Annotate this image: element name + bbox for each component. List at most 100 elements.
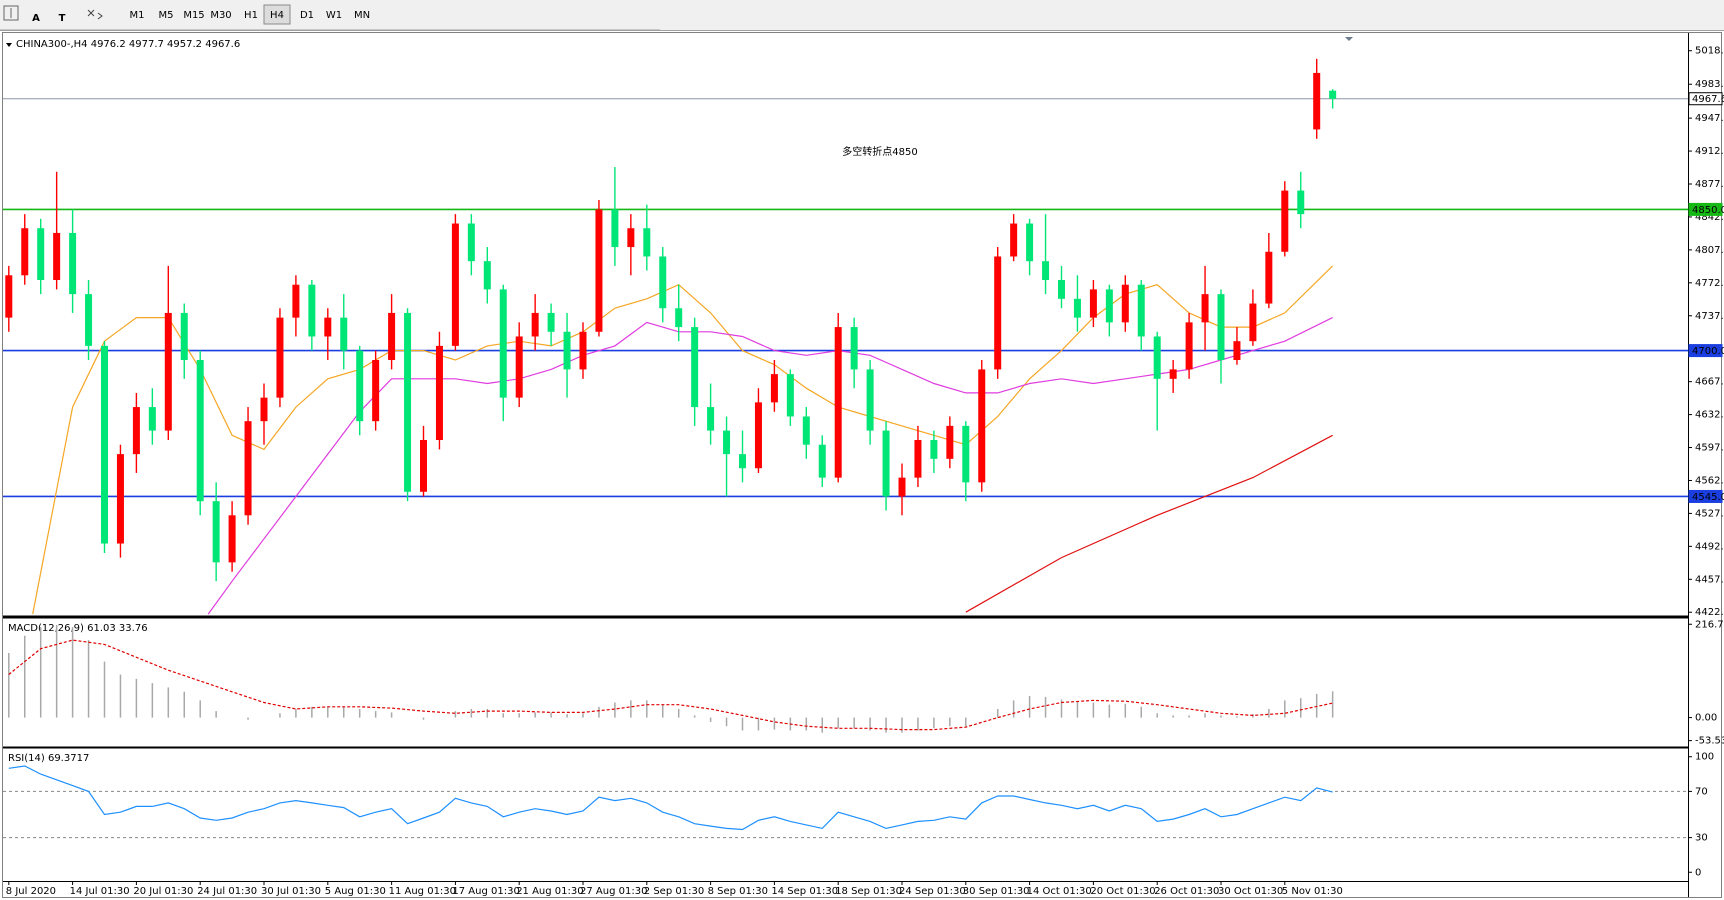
y-tick-label: 4422.0 xyxy=(1695,607,1724,618)
timeframe-button[interactable] xyxy=(208,5,234,24)
candle-body xyxy=(324,317,332,337)
candle-body xyxy=(483,261,491,290)
candle-body xyxy=(643,228,651,257)
candle-body xyxy=(244,421,252,516)
candle-body xyxy=(69,232,77,295)
y-tick-label: 100 xyxy=(1695,752,1714,763)
x-tick-label: 5 Aug 01:30 xyxy=(325,886,386,897)
candle-body xyxy=(1089,289,1097,318)
candle-body xyxy=(292,284,300,318)
timeframe-button[interactable] xyxy=(153,5,179,24)
y-tick-label: 4912.0 xyxy=(1695,146,1724,157)
timeframe-button[interactable] xyxy=(263,4,291,25)
candle-body xyxy=(1042,261,1050,280)
annotation: 多空转折点4850 xyxy=(842,145,917,158)
candle-body xyxy=(212,501,220,563)
price-marker xyxy=(1688,489,1723,503)
x-tick-label: 30 Oct 01:30 xyxy=(1218,886,1283,897)
candle-body xyxy=(1121,284,1129,323)
timeframe-label[interactable]: M5 xyxy=(159,10,174,21)
candle-body xyxy=(1185,322,1193,370)
x-tick-label: 24 Sep 01:30 xyxy=(899,886,966,897)
candle-body xyxy=(930,440,938,459)
candle-body xyxy=(1105,289,1113,323)
candle-body xyxy=(85,294,93,346)
candle-body xyxy=(595,209,603,332)
tool-button[interactable]: A xyxy=(32,13,40,24)
chart-frame xyxy=(2,32,1722,898)
timeframe-label[interactable]: M1 xyxy=(130,10,145,21)
candle-body xyxy=(978,369,986,483)
candle-body xyxy=(196,360,204,502)
candle-body xyxy=(611,209,619,248)
y-tick-label: -53.53 xyxy=(1695,736,1724,747)
rsi-line xyxy=(8,765,1333,831)
timeframe-label[interactable]: M15 xyxy=(183,10,204,21)
candle-body xyxy=(53,232,61,280)
candle-body xyxy=(132,407,140,455)
tool-crosshair[interactable] xyxy=(3,5,19,21)
candle-body xyxy=(1329,90,1337,99)
timeframe-button[interactable] xyxy=(294,5,320,24)
candle-body xyxy=(1153,336,1161,379)
price-marker-label: 4545.0 xyxy=(1692,492,1724,503)
y-tick-label: 4877.0 xyxy=(1695,179,1724,190)
panel-menu[interactable] xyxy=(6,43,12,47)
x-tick-label: 18 Sep 01:30 xyxy=(835,886,902,897)
candle-body xyxy=(691,327,699,408)
y-tick-label: 4842.0 xyxy=(1695,212,1724,223)
timeframe-button[interactable] xyxy=(349,5,375,24)
candle-body xyxy=(308,284,316,337)
candle-body xyxy=(1137,284,1145,337)
macd-signal xyxy=(8,639,1333,731)
candle-body xyxy=(659,256,667,309)
candle-body xyxy=(547,312,555,332)
candle-body xyxy=(499,289,507,398)
x-tick-label: 27 Aug 01:30 xyxy=(580,886,647,897)
timeframe-button[interactable] xyxy=(238,5,264,24)
x-tick-label: 30 Jul 01:30 xyxy=(261,886,321,897)
price-marker xyxy=(1688,92,1723,106)
candle-body xyxy=(164,312,172,431)
moving-average xyxy=(965,434,1333,613)
timeframe-label[interactable]: H4 xyxy=(270,10,284,21)
candle-body xyxy=(834,327,842,478)
timeframe-label[interactable]: D1 xyxy=(300,10,314,21)
y-tick-label: 4597.0 xyxy=(1695,443,1724,454)
price-marker xyxy=(1688,344,1723,358)
y-tick-label: 216.78 xyxy=(1695,619,1724,630)
candle-body xyxy=(180,312,188,360)
timeframe-label[interactable]: MN xyxy=(354,10,370,21)
tool-arrows[interactable] xyxy=(87,9,103,20)
candle-body xyxy=(770,374,778,403)
candle-body xyxy=(754,402,762,469)
timeframe-button[interactable] xyxy=(124,5,150,24)
candle-body xyxy=(1233,341,1241,360)
x-tick-label: 26 Oct 01:30 xyxy=(1154,886,1219,897)
candle-body xyxy=(866,369,874,431)
y-tick-label: 30 xyxy=(1695,833,1708,844)
y-tick-label: 4983.0 xyxy=(1695,79,1724,90)
candle-body xyxy=(388,312,396,360)
candle-body xyxy=(260,397,268,422)
y-tick-label: 0.00 xyxy=(1695,713,1717,724)
timeframe-label[interactable]: W1 xyxy=(326,10,342,21)
y-tick-label: 5018.6 xyxy=(1695,46,1724,57)
x-tick-label: 20 Oct 01:30 xyxy=(1090,886,1155,897)
candle-body xyxy=(914,440,922,478)
timeframe-label[interactable]: M30 xyxy=(210,10,231,21)
y-tick-label: 70 xyxy=(1695,786,1708,797)
candle-body xyxy=(1297,190,1305,215)
timeframe-label[interactable]: H1 xyxy=(244,10,258,21)
timeframe-button[interactable] xyxy=(181,5,207,24)
candle-body xyxy=(1265,251,1273,304)
x-tick-label: 30 Sep 01:30 xyxy=(963,886,1030,897)
y-tick-label: 4527.0 xyxy=(1695,508,1724,519)
candle-body xyxy=(802,416,810,445)
candle-body xyxy=(276,317,284,398)
x-tick-label: 21 Aug 01:30 xyxy=(516,886,583,897)
candle-body xyxy=(818,444,826,478)
candle-body xyxy=(467,223,475,262)
tool-button[interactable]: T xyxy=(59,13,66,24)
timeframe-button[interactable] xyxy=(321,5,347,24)
